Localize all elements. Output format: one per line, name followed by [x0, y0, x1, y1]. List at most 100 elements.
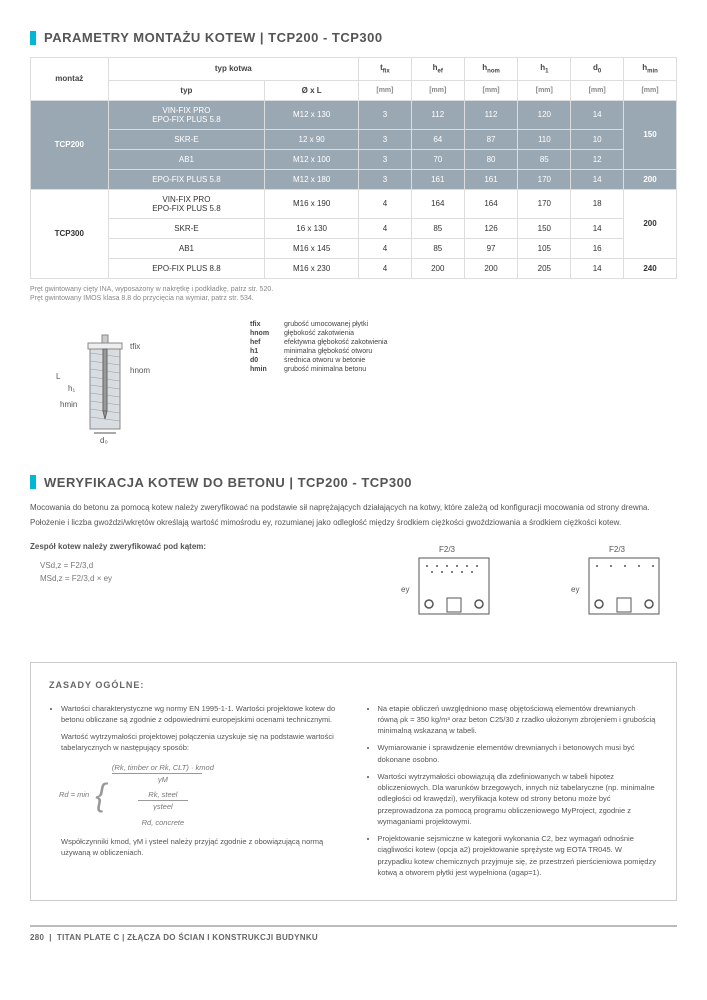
table-row: AB1M12 x 100370808512 [31, 149, 677, 169]
unit: [mm] [464, 80, 518, 100]
th-typ: typ [108, 80, 265, 100]
rules-box: ZASADY OGÓLNE: Wartości charakterystyczn… [30, 662, 677, 901]
cell: 10 [571, 129, 624, 149]
cell: 164 [411, 189, 464, 218]
legend-row: hnomgłębokość zakotwienia [250, 330, 388, 337]
cell-typ: AB1 [108, 238, 265, 258]
legend-row: tfixgrubość umocowanej płytki [250, 321, 388, 328]
rd-label: Rd = min [59, 789, 89, 800]
rules-right-b3: Wartości wytrzymałości obowiązują dla zd… [378, 771, 659, 827]
cell: 3 [359, 149, 412, 169]
cell: 14 [571, 169, 624, 189]
th-montaz: montaż [31, 58, 109, 101]
cell-typ: SKR-E [108, 129, 265, 149]
section1-title: PARAMETRY MONTAŻU KOTEW | TCP200 - TCP30… [30, 30, 677, 45]
svg-text:ey: ey [571, 585, 579, 594]
rules-left-col: Wartości charakterystyczne wg normy EN 1… [49, 703, 342, 885]
table-footnote2: Pręt gwintowany IMOS klasa 8.8 do przyci… [30, 294, 677, 303]
th-hef: hef [411, 58, 464, 81]
cell: 3 [359, 129, 412, 149]
footer-text: TITAN PLATE C | ZŁĄCZA DO ŚCIAN I KONSTR… [57, 933, 318, 942]
cell: 200 [464, 258, 518, 278]
cell: 126 [464, 218, 518, 238]
svg-text:hmin: hmin [60, 400, 77, 409]
title-bar-icon [30, 475, 36, 489]
cell: 70 [411, 149, 464, 169]
table-footnote1: Pręt gwintowany cięty INA, wyposażony w … [30, 285, 677, 294]
table-row: TCP200VIN-FIX PROEPO-FIX PLUS 5.8M12 x 1… [31, 100, 677, 129]
anchor-diagram-row: L h₁ hmin d₀ tfix hnom tfixgrubość umoco… [30, 321, 677, 451]
unit: [mm] [571, 80, 624, 100]
cell: 4 [359, 218, 412, 238]
formula-eq1: VSd,z = F2/3,d [30, 561, 337, 570]
th-typkotwa: typ kotwa [108, 58, 358, 81]
cell: 120 [518, 100, 571, 129]
th-h1: h1 [518, 58, 571, 81]
th-oxl: Ø x L [265, 80, 359, 100]
table-row: EPO-FIX PLUS 8.8M16 x 230420020020514240 [31, 258, 677, 278]
cell: 14 [571, 258, 624, 278]
cell: 85 [518, 149, 571, 169]
cell: 161 [411, 169, 464, 189]
unit: [mm] [624, 80, 677, 100]
svg-text:tfix: tfix [130, 342, 140, 351]
legend-row: hefefektywna głębokość zakotwienia [250, 339, 388, 346]
cell-hmin: 200 [624, 189, 677, 258]
svg-text:ey: ey [401, 585, 409, 594]
cell: 16 [571, 238, 624, 258]
cell-typ: VIN-FIX PROEPO-FIX PLUS 5.8 [108, 100, 265, 129]
cell: 205 [518, 258, 571, 278]
mini-diagram-1: F2/3 ey [397, 542, 507, 632]
rules-right-b1: Na etapie obliczeń uwzględniono masę obj… [378, 703, 659, 737]
cell-hmin: 240 [624, 258, 677, 278]
cell: 80 [464, 149, 518, 169]
formula-left: Zespół kotew należy zweryfikować pod kąt… [30, 542, 337, 587]
unit: [mm] [411, 80, 464, 100]
cell-hmin: 150 [624, 100, 677, 169]
cell: M16 x 230 [265, 258, 359, 278]
cell: 110 [518, 129, 571, 149]
cell: M12 x 180 [265, 169, 359, 189]
brace-icon: { [95, 781, 106, 809]
rd-formula: Rd = min { (Rk, timber or Rk, CLT) · kmo… [59, 762, 342, 828]
page-footer: 280 | TITAN PLATE C | ZŁĄCZA DO ŚCIAN I … [30, 925, 677, 942]
table-row: TCP300VIN-FIX PROEPO-FIX PLUS 5.8M16 x 1… [31, 189, 677, 218]
th-hnom: hnom [464, 58, 518, 81]
cell: 170 [518, 189, 571, 218]
cell: 4 [359, 258, 412, 278]
cell: 85 [411, 238, 464, 258]
cell: 97 [464, 238, 518, 258]
cell: 170 [518, 169, 571, 189]
svg-text:F2/3: F2/3 [439, 545, 456, 554]
legend: tfixgrubość umocowanej płytki hnomgłęboko… [250, 321, 388, 375]
anchor-diagram: L h₁ hmin d₀ tfix hnom [30, 321, 210, 451]
th-tfix: tfix [359, 58, 412, 81]
th-d0: d0 [571, 58, 624, 81]
formula-heading: Zespół kotew należy zweryfikować pod kąt… [30, 542, 337, 551]
svg-text:d₀: d₀ [100, 436, 108, 445]
rules-right-b2: Wymiarowanie i sprawdzenie elementów dre… [378, 742, 659, 765]
cell: 105 [518, 238, 571, 258]
cell-hmin: 200 [624, 169, 677, 189]
cell: 161 [464, 169, 518, 189]
cell-typ: EPO-FIX PLUS 5.8 [108, 169, 265, 189]
cell: 64 [411, 129, 464, 149]
verify-paragraphs: Mocowania do betonu za pomocą kotew nale… [30, 502, 677, 528]
svg-text:h₁: h₁ [68, 384, 75, 393]
cell: M16 x 145 [265, 238, 359, 258]
cell: 12 [571, 149, 624, 169]
cell: 14 [571, 218, 624, 238]
svg-text:F2/3: F2/3 [609, 545, 626, 554]
cell: 14 [571, 100, 624, 129]
rules-left-b1: Wartości charakterystyczne wg normy EN 1… [61, 703, 342, 726]
cell: 87 [464, 129, 518, 149]
group-name-cell: TCP200 [31, 100, 109, 189]
cell: 150 [518, 218, 571, 238]
rules-title: ZASADY OGÓLNE: [49, 679, 658, 693]
cell: 18 [571, 189, 624, 218]
parameters-table: montaż typ kotwa tfix hef hnom h1 d0 hmi… [30, 57, 677, 279]
cell-typ: EPO-FIX PLUS 8.8 [108, 258, 265, 278]
formula-block: Zespół kotew należy zweryfikować pod kąt… [30, 542, 677, 632]
svg-text:hnom: hnom [130, 366, 150, 375]
footer-page: 280 [30, 933, 44, 942]
